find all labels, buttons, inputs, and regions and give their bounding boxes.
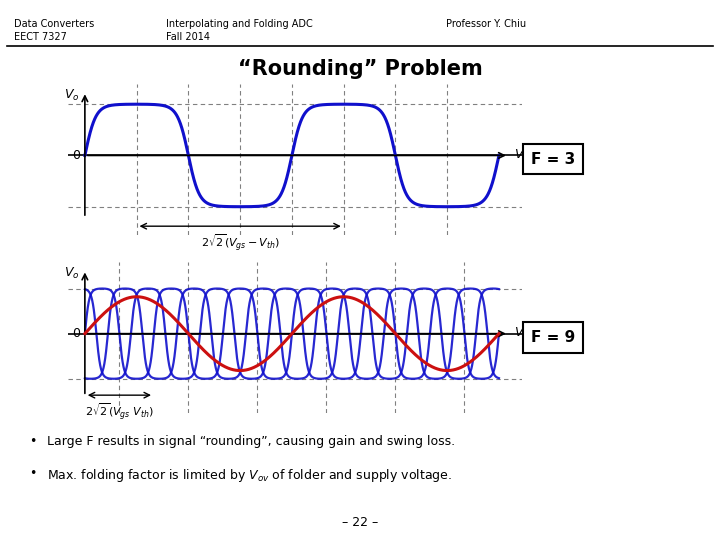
Text: $2\sqrt{2}(V_{gs}\ V_{th})$: $2\sqrt{2}(V_{gs}\ V_{th})$ xyxy=(85,402,154,423)
Text: F = 9: F = 9 xyxy=(531,330,575,345)
Text: – 22 –: – 22 – xyxy=(342,516,378,529)
Text: Max. folding factor is limited by $V_{ov}$ of folder and supply voltage.: Max. folding factor is limited by $V_{ov… xyxy=(47,467,452,484)
Text: •: • xyxy=(29,467,36,480)
Text: Interpolating and Folding ADC
Fall 2014: Interpolating and Folding ADC Fall 2014 xyxy=(166,19,312,42)
Text: $V_o$: $V_o$ xyxy=(64,87,80,103)
Text: $V_i$: $V_i$ xyxy=(514,148,527,163)
Text: $V_o$: $V_o$ xyxy=(64,266,80,281)
Text: “Rounding” Problem: “Rounding” Problem xyxy=(238,59,482,79)
Text: 0: 0 xyxy=(72,149,80,162)
Text: $V_i$: $V_i$ xyxy=(514,326,527,341)
Text: $2\sqrt{2}(V_{gs}-V_{th})$: $2\sqrt{2}(V_{gs}-V_{th})$ xyxy=(200,233,280,254)
Text: Large F results in signal “rounding”, causing gain and swing loss.: Large F results in signal “rounding”, ca… xyxy=(47,435,455,448)
Text: Data Converters
EECT 7327: Data Converters EECT 7327 xyxy=(14,19,94,42)
Text: 0: 0 xyxy=(72,327,80,340)
Text: •: • xyxy=(29,435,36,448)
Text: Professor Y. Chiu: Professor Y. Chiu xyxy=(446,19,526,29)
Text: F = 3: F = 3 xyxy=(531,152,575,167)
